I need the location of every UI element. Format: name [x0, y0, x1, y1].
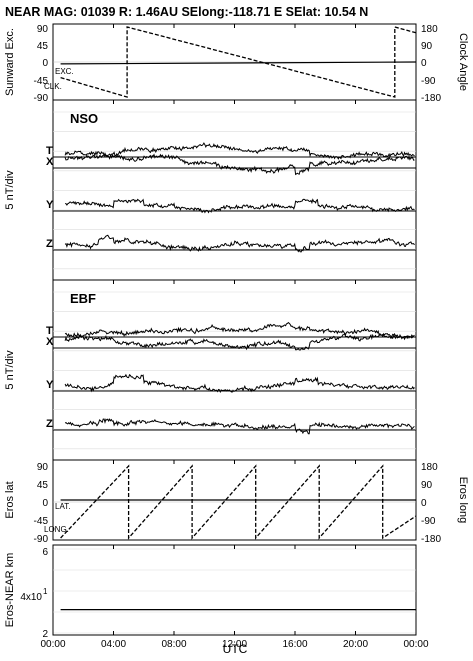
x-tick-label-5: 20:00	[343, 639, 368, 650]
nso-panel-label: NSO	[70, 111, 98, 126]
eros-near-ylabel: Eros-NEAR km	[4, 553, 16, 628]
p0-ytick-left-0: 90	[37, 24, 49, 35]
p3-ytick-left-0: 90	[37, 462, 49, 473]
p1-trace-X	[64, 153, 415, 176]
long-series-label: LONG.	[44, 525, 69, 534]
panel-frame-nso	[52, 99, 417, 281]
p3-ytick-right-2: 0	[421, 498, 427, 509]
p2-trace-T	[64, 321, 415, 341]
p1-component-label-Y: Y	[46, 199, 54, 211]
p0-series-line-0	[60, 61, 417, 65]
x-axis-ticks: 00:00 04:00 08:00 12:00 16:00 20:00 00:00	[40, 24, 429, 650]
p4-ytick-1: 4x10	[20, 592, 42, 603]
p1-trace-T	[64, 142, 415, 160]
p2-component-label-X: X	[46, 336, 54, 348]
p3-series-line-1	[60, 464, 417, 540]
p4-ytick-0: 6	[42, 547, 48, 558]
x-tick-label-6: 00:00	[403, 639, 428, 650]
p4-ytick-1-exponent: 1	[43, 587, 48, 596]
ebf-panel-label: EBF	[70, 291, 96, 306]
x-tick-label-0: 00:00	[40, 639, 65, 650]
p1-component-label-T: T	[46, 145, 53, 157]
p0-ytick-right-0: 180	[421, 24, 438, 35]
p2-trace-X	[64, 332, 415, 351]
p0-ytick-left-2: 0	[42, 58, 48, 69]
eros-long-ylabel: Eros long	[457, 477, 469, 523]
x-tick-label-1: 04:00	[101, 639, 126, 650]
x-tick-label-2: 08:00	[161, 639, 186, 650]
chart-title: NEAR MAG: 01039 R: 1.46AU SElong:-118.71…	[5, 5, 368, 19]
sunward-clock-series	[53, 26, 417, 98]
ebf-gridlines	[53, 291, 416, 450]
p2-trace-Z	[64, 418, 415, 435]
p2-component-label-T: T	[46, 325, 53, 337]
p1-component-label-Z: Z	[46, 238, 53, 250]
p3-ytick-right-4: -180	[421, 534, 441, 545]
ebf-traces: TX Y Z	[46, 321, 415, 435]
clk-series-label: CLK.	[44, 82, 62, 91]
p3-ytick-right-1: 90	[421, 480, 433, 491]
eros-near-series	[53, 548, 416, 634]
p0-ytick-right-1: 90	[421, 41, 433, 52]
nso-gridlines	[53, 111, 416, 270]
p2-component-label-Z: Z	[46, 418, 53, 430]
p3-ytick-left-2: 0	[42, 498, 48, 509]
p0-ytick-left-1: 45	[37, 41, 49, 52]
p0-ytick-right-4: -180	[421, 93, 441, 104]
lat-series-label: LAT.	[55, 502, 70, 511]
p0-ytick-right-2: 0	[421, 58, 427, 69]
p3-ytick-right-0: 180	[421, 462, 438, 473]
p1-trace-Z	[64, 234, 415, 253]
p0-series-line-1	[60, 26, 417, 98]
x-axis-label: UTC	[223, 642, 248, 656]
p4-ytick-2: 2	[42, 629, 48, 640]
p0-ytick-left-3: -45	[34, 76, 49, 87]
p1-component-label-X: X	[46, 156, 54, 168]
clock-ylabel: Clock Angle	[457, 33, 469, 91]
ebf-ylabel: 5 nT/div	[4, 350, 16, 390]
p1-trace-Y	[65, 198, 415, 214]
p3-ytick-left-1: 45	[37, 480, 49, 491]
p2-component-label-Y: Y	[46, 379, 54, 391]
p2-trace-Y	[64, 373, 415, 394]
p3-ytick-left-4: -90	[34, 534, 49, 545]
sunward-ylabel: Sunward Exc.	[4, 28, 16, 96]
panel-frame-eros-near-km	[52, 544, 417, 636]
eros-lat-long-series	[53, 464, 417, 540]
p3-ytick-right-3: -90	[421, 516, 436, 527]
x-tick-label-3: 12:00	[222, 639, 247, 650]
nso-ylabel: 5 nT/div	[4, 170, 16, 210]
nso-traces: TX Y Z	[46, 142, 415, 253]
p0-ytick-right-3: -90	[421, 76, 436, 87]
panel-frame-ebf	[52, 279, 417, 461]
p0-ytick-left-4: -90	[34, 93, 49, 104]
exc-series-label: EXC.	[55, 67, 74, 76]
eros-lat-ylabel: Eros lat	[4, 481, 16, 518]
p3-ytick-left-3: -45	[34, 516, 49, 527]
x-tick-label-4: 16:00	[282, 639, 307, 650]
